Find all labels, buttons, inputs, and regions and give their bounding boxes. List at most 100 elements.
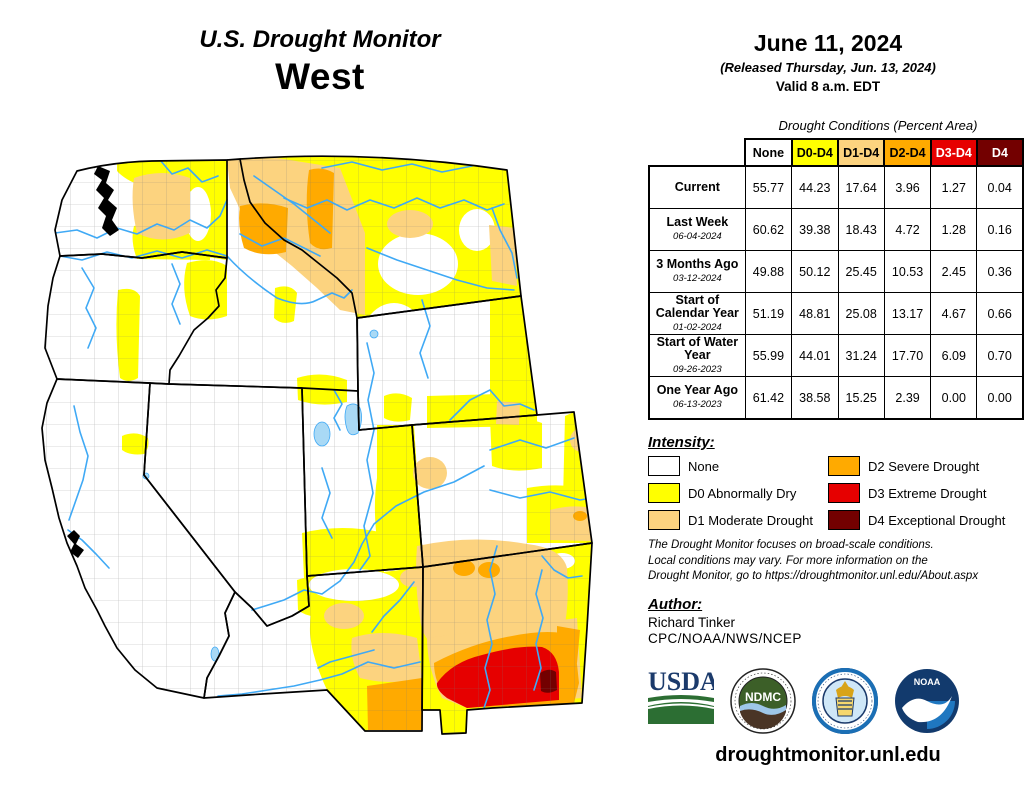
percent-value: 3.96 <box>883 165 932 209</box>
percent-value: 0.00 <box>976 376 1024 420</box>
percent-value: 55.99 <box>744 334 793 377</box>
percent-value: 4.67 <box>930 292 978 335</box>
ndmc-seal-icon: NDMC <box>730 668 796 734</box>
column-header-d2-d4: D2-D4 <box>883 138 932 167</box>
disclaimer-line: The Drought Monitor focuses on broad-sca… <box>648 539 934 551</box>
row-label: Last Week 06-04-2024 <box>647 208 746 251</box>
table-row: 3 Months Ago 03-12-2024 49.88 50.12 25.45 10.… <box>647 250 1024 293</box>
percent-value: 13.17 <box>883 292 932 335</box>
percent-value: 0.16 <box>976 208 1024 251</box>
legend-swatch <box>828 456 860 476</box>
column-header-d1-d4: D1-D4 <box>836 138 886 167</box>
percent-value: 6.09 <box>930 334 978 377</box>
rivers <box>54 159 592 709</box>
percent-value: 0.70 <box>976 334 1024 377</box>
percent-value: 18.43 <box>837 208 885 251</box>
intensity-heading: Intensity: <box>648 434 715 451</box>
svg-text:USDA: USDA <box>648 668 714 696</box>
lakes <box>142 329 379 662</box>
region-title: West <box>275 56 365 97</box>
disclaimer-line: Local conditions may vary. For more info… <box>648 554 928 567</box>
table-row: One Year Ago 06-13-2023 61.42 38.58 15.25 2.3… <box>647 376 1024 420</box>
column-header-none: None <box>744 138 793 167</box>
row-date: 09-26-2023 <box>673 363 722 375</box>
percent-value: 0.66 <box>976 292 1024 335</box>
disclaimer-line: Drought Monitor, go to https://droughtmo… <box>648 570 979 582</box>
table-row: Start of Water Year 09-26-2023 55.99 44.01 3… <box>647 334 1024 377</box>
percent-value: 55.77 <box>744 165 793 209</box>
noaa-seal-icon: NOAA <box>895 669 959 733</box>
table-row: Current 55.77 44.23 17.64 3.96 1.27 0.04 <box>647 165 1024 209</box>
column-header-d4: D4 <box>975 138 1024 167</box>
percent-value: 25.08 <box>837 292 885 335</box>
percent-value: 38.58 <box>791 376 839 420</box>
table-caption: Drought Conditions (Percent Area) <box>778 118 978 133</box>
legend-swatch <box>648 510 680 530</box>
percent-value: 31.24 <box>837 334 885 377</box>
percent-value: 60.62 <box>744 208 793 251</box>
percent-value: 39.38 <box>791 208 839 251</box>
percent-value: 15.25 <box>837 376 885 420</box>
row-label: One Year Ago 06-13-2023 <box>647 376 746 420</box>
percent-value: 0.00 <box>930 376 978 420</box>
legend-item: D2 Severe Drought <box>828 456 979 476</box>
agency-logos: USDA NDMC <box>648 668 988 738</box>
legend-item: D1 Moderate Drought <box>648 510 813 530</box>
percent-value: 1.28 <box>930 208 978 251</box>
percent-value: 0.36 <box>976 250 1024 293</box>
map-date: June 11, 2024 <box>753 30 903 56</box>
usda-logo-icon: USDA <box>648 668 714 724</box>
valid-time: Valid 8 a.m. EDT <box>775 79 881 94</box>
percent-value: 17.64 <box>837 165 885 209</box>
disclaimer-text: The Drought Monitor focuses on broad-sca… <box>648 538 1024 585</box>
legend-item: D0 Abnormally Dry <box>648 483 796 503</box>
percent-value: 25.45 <box>837 250 885 293</box>
county-lines <box>42 156 592 734</box>
legend-item: D3 Extreme Drought <box>828 483 987 503</box>
percent-value: 10.53 <box>883 250 932 293</box>
percent-value: 2.45 <box>930 250 978 293</box>
percent-value: 0.04 <box>976 165 1024 209</box>
state-borders <box>41 155 593 735</box>
row-date: 03-12-2024 <box>673 273 722 284</box>
row-label: 3 Months Ago 03-12-2024 <box>647 250 746 293</box>
legend-swatch <box>648 456 680 476</box>
legend-label: D0 Abnormally Dry <box>688 485 797 501</box>
percent-value: 1.27 <box>930 165 978 209</box>
table-row: Last Week 06-04-2024 60.62 39.38 18.43 4.72 1.… <box>647 208 1024 251</box>
percent-value: 17.70 <box>883 334 932 377</box>
column-header-d0-d4: D0-D4 <box>790 138 840 167</box>
row-label: Start of Calendar Year 01-02-2024 <box>647 292 746 335</box>
legend-swatch <box>828 483 860 503</box>
row-date: 06-13-2023 <box>673 399 722 410</box>
puget-sound-coastline <box>67 166 119 558</box>
legend-label: None <box>688 458 720 474</box>
percent-value: 4.72 <box>883 208 932 251</box>
legend-label: D2 Severe Drought <box>868 458 980 474</box>
info-panel: June 11, 2024 (Released Thursday, Jun. 1… <box>640 0 1024 791</box>
legend-swatch <box>648 483 680 503</box>
legend-item: D4 Exceptional Drought <box>828 510 1005 530</box>
commerce-seal-icon <box>812 668 878 734</box>
drought-map <box>41 155 593 735</box>
percent-value: 50.12 <box>791 250 839 293</box>
percent-value: 44.01 <box>791 334 839 377</box>
row-label: Current <box>647 165 746 209</box>
percent-value: 2.39 <box>883 376 932 420</box>
legend-label: D1 Moderate Drought <box>688 512 814 528</box>
legend-label: D3 Extreme Drought <box>868 485 987 501</box>
legend-swatch <box>828 510 860 530</box>
table-row: Start of Calendar Year 01-02-2024 51.19 48.… <box>647 292 1024 335</box>
percent-value: 48.81 <box>791 292 839 335</box>
author-org: CPC/NOAA/NWS/NCEP <box>648 631 802 646</box>
author-name: Richard Tinker <box>648 615 736 630</box>
row-date: 01-02-2024 <box>673 321 722 333</box>
released-date: (Released Thursday, Jun. 13, 2024) <box>720 60 936 75</box>
column-header-d3-d4: D3-D4 <box>929 138 978 167</box>
row-date: 06-04-2024 <box>673 231 722 242</box>
percent-value: 44.23 <box>791 165 839 209</box>
row-label: Start of Water Year 09-26-2023 <box>647 334 746 377</box>
percent-value: 49.88 <box>744 250 793 293</box>
percent-value: 51.19 <box>744 292 793 335</box>
